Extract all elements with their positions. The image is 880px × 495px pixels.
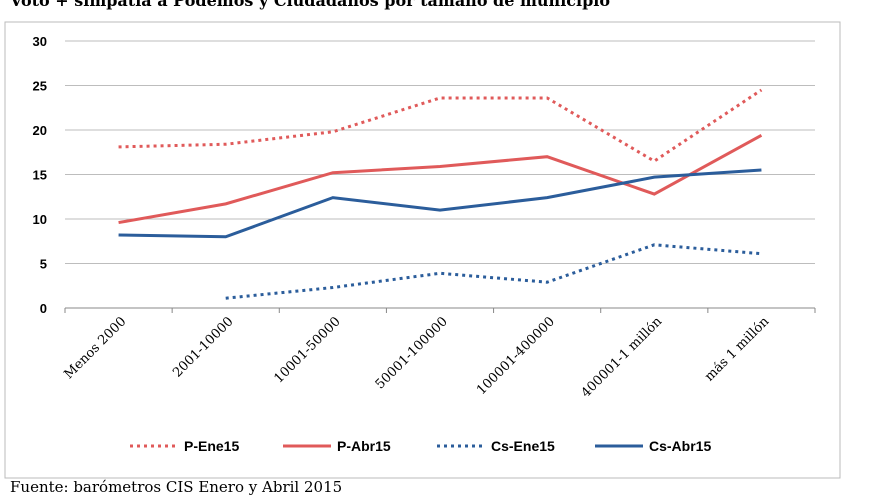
- legend-label: P-Ene15: [184, 438, 239, 454]
- source-note: Fuente: barómetros CIS Enero y Abril 201…: [10, 478, 342, 495]
- series-line: [118, 168, 762, 239]
- y-tick-label: 5: [40, 257, 47, 272]
- series-line: [118, 88, 763, 163]
- legend-label: Cs-Ene15: [491, 438, 555, 454]
- chart-title: Voto + simpatía a Podemos y Ciudadanos p…: [9, 0, 610, 10]
- legend-label: P-Abr15: [337, 438, 391, 454]
- y-tick-label: 20: [33, 123, 47, 138]
- y-tick-label: 0: [40, 301, 47, 316]
- y-tick-label: 10: [33, 212, 47, 227]
- y-tick-label: 15: [33, 168, 47, 183]
- legend-label: Cs-Abr15: [649, 438, 711, 454]
- series-line: [118, 134, 763, 225]
- y-tick-label: 30: [33, 34, 47, 49]
- y-tick-label: 25: [33, 79, 47, 94]
